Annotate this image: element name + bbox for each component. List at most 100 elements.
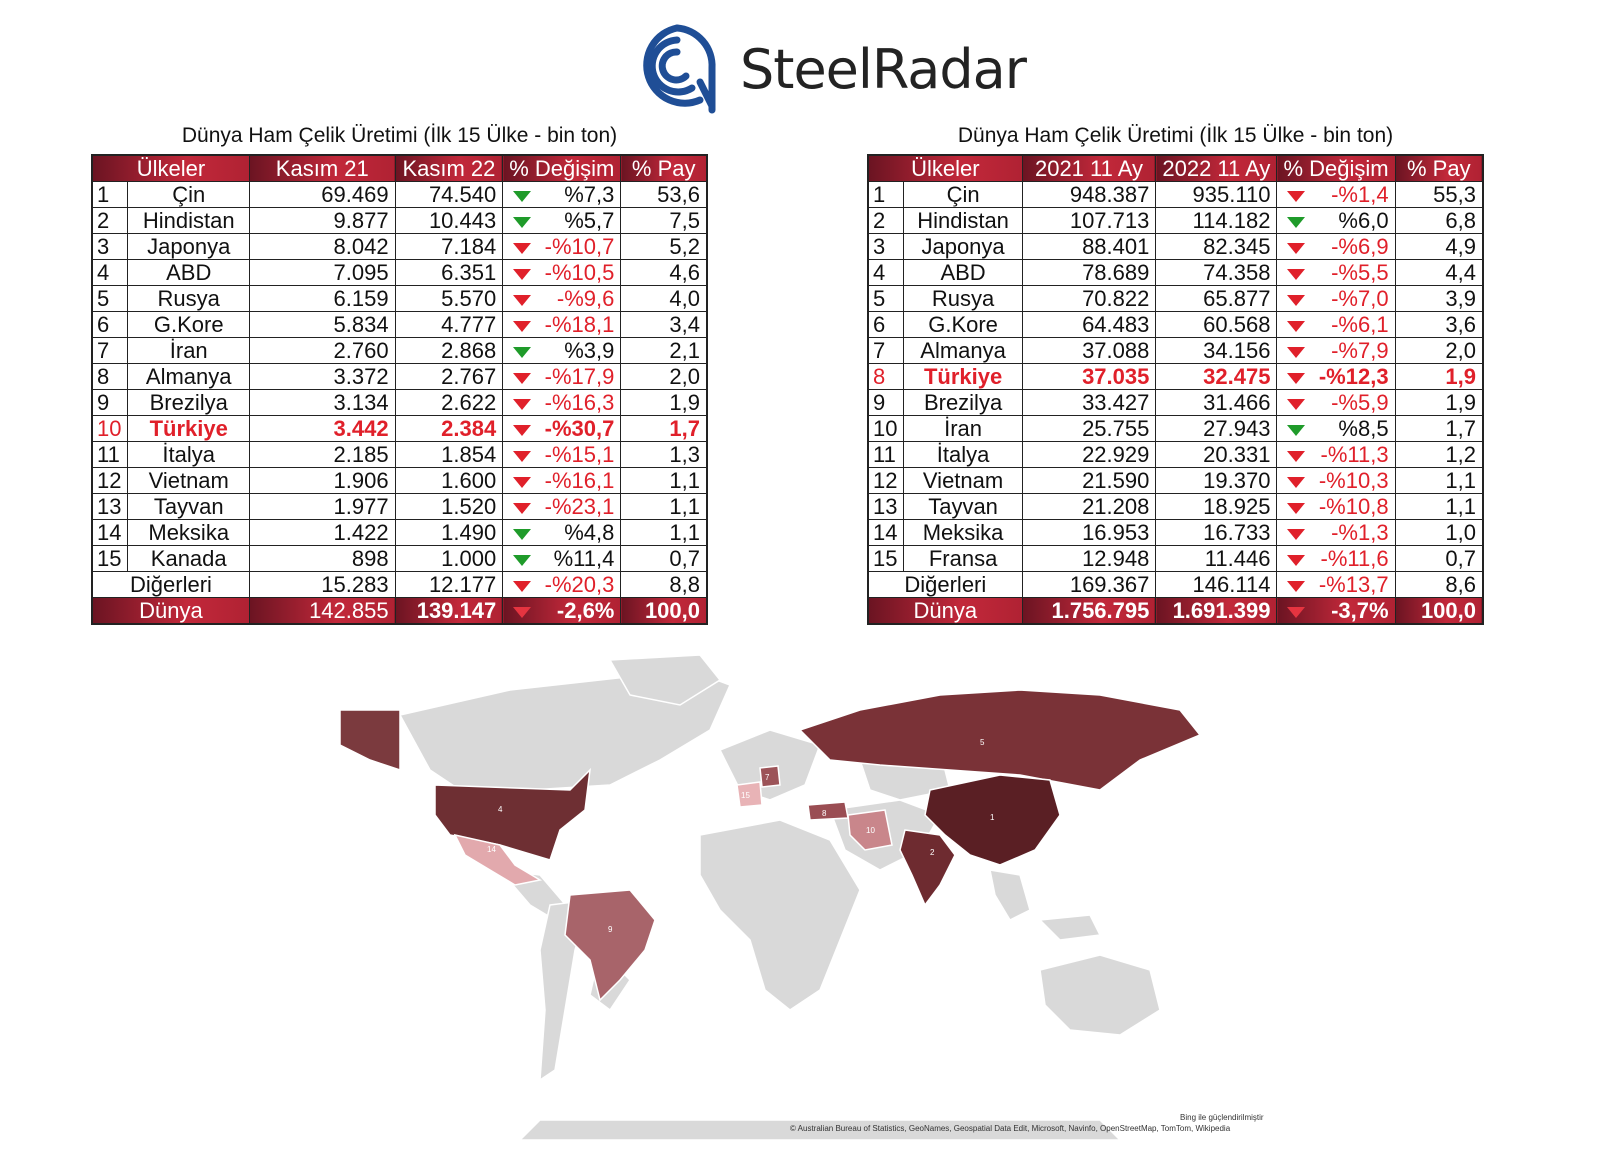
share-cell: 3,6 <box>1394 311 1484 338</box>
map-label: 7 <box>765 773 770 782</box>
map-brazil <box>564 889 656 1002</box>
change-cell: -%30,7 <box>502 415 622 442</box>
change-cell: -%9,6 <box>502 285 622 312</box>
change-value: -%1,3 <box>1331 520 1389 545</box>
others-label: Diğerleri <box>867 571 1023 598</box>
value-b-cell: 2.622 <box>394 389 504 416</box>
table-row: 4 ABD 78.689 74.358 -%5,5 4,4 <box>867 259 1484 286</box>
table-row: 15 Fransa 12.948 11.446 -%11,6 0,7 <box>867 545 1484 572</box>
table-row: 1 Çin 69.469 74.540 %7,3 53,6 <box>91 181 708 208</box>
rank-cell: 14 <box>867 519 905 546</box>
world-total-row: Dünya 1.756.795 1.691.399 -3,7% 100,0 <box>867 597 1484 625</box>
change-value: -%11,6 <box>1320 546 1389 571</box>
value-a-cell: 22.929 <box>1021 441 1157 468</box>
red-triangle-icon <box>513 607 532 618</box>
header-change: % Değişim <box>502 154 622 182</box>
country-cell: Çin <box>903 181 1023 208</box>
value-b-cell: 935.110 <box>1155 181 1278 208</box>
change-value: -%15,1 <box>544 442 615 467</box>
world-label: Dünya <box>867 597 1023 625</box>
map-france <box>736 781 763 808</box>
value-a-cell: 2.760 <box>248 337 396 364</box>
value-a-cell: 169.367 <box>1021 571 1157 598</box>
header-col-b: Kasım 22 <box>394 154 504 182</box>
value-b-cell: 2.767 <box>394 363 504 390</box>
change-value: -%6,9 <box>1331 234 1389 259</box>
table-row: 9 Brezilya 3.134 2.622 -%16,3 1,9 <box>91 389 708 416</box>
change-value: -%20,3 <box>544 572 615 597</box>
rank-cell: 9 <box>91 389 129 416</box>
change-cell: -%6,1 <box>1276 311 1396 338</box>
value-b-cell: 1.520 <box>394 493 504 520</box>
value-a-cell: 1.906 <box>248 467 396 494</box>
rank-cell: 10 <box>867 415 905 442</box>
table-row: 12 Vietnam 21.590 19.370 -%10,3 1,1 <box>867 467 1484 494</box>
red-triangle-icon <box>513 451 532 462</box>
value-a-cell: 33.427 <box>1021 389 1157 416</box>
rank-cell: 11 <box>91 441 129 468</box>
share-cell: 100,0 <box>620 597 708 625</box>
value-b-cell: 19.370 <box>1155 467 1278 494</box>
share-cell: 1,1 <box>620 493 708 520</box>
red-triangle-icon <box>513 243 532 254</box>
table-row: 2 Hindistan 9.877 10.443 %5,7 7,5 <box>91 207 708 234</box>
table-row: 7 Almanya 37.088 34.156 -%7,9 2,0 <box>867 337 1484 364</box>
value-a-cell: 25.755 <box>1021 415 1157 442</box>
rank-cell: 13 <box>91 493 129 520</box>
value-b-cell: 27.943 <box>1155 415 1278 442</box>
change-value: -%7,9 <box>1331 338 1389 363</box>
change-value: -%17,9 <box>544 364 615 389</box>
rank-cell: 8 <box>867 363 905 390</box>
rank-cell: 6 <box>867 311 905 338</box>
value-b-cell: 31.466 <box>1155 389 1278 416</box>
value-a-cell: 898 <box>248 545 396 572</box>
green-triangle-icon <box>513 555 532 566</box>
rank-cell: 5 <box>91 285 129 312</box>
share-cell: 4,0 <box>620 285 708 312</box>
country-cell: Meksika <box>903 519 1023 546</box>
share-cell: 0,7 <box>620 545 708 572</box>
red-triangle-icon <box>1287 529 1306 540</box>
change-value: -3,7% <box>1331 598 1389 623</box>
table-row: 13 Tayvan 21.208 18.925 -%10,8 1,1 <box>867 493 1484 520</box>
map-label: 14 <box>487 845 496 854</box>
red-triangle-icon <box>1287 451 1306 462</box>
share-cell: 3,4 <box>620 311 708 338</box>
value-a-cell: 1.756.795 <box>1021 597 1157 625</box>
green-triangle-icon <box>513 529 532 540</box>
change-value: -%13,7 <box>1318 572 1389 597</box>
steelradar-logo: SteelRadar <box>630 20 1027 115</box>
rank-cell: 10 <box>91 415 129 442</box>
country-cell: Brezilya <box>903 389 1023 416</box>
table-row: 14 Meksika 1.422 1.490 %4,8 1,1 <box>91 519 708 546</box>
table-row: 8 Almanya 3.372 2.767 -%17,9 2,0 <box>91 363 708 390</box>
change-cell: -%5,9 <box>1276 389 1396 416</box>
rank-cell: 1 <box>867 181 905 208</box>
value-b-cell: 65.877 <box>1155 285 1278 312</box>
change-cell: %6,0 <box>1276 207 1396 234</box>
header-col-a: 2021 11 Ay <box>1021 154 1157 182</box>
country-cell: Türkiye <box>903 363 1023 390</box>
change-value: -%10,3 <box>1318 468 1389 493</box>
change-value: %11,4 <box>553 546 615 571</box>
change-cell: -2,6% <box>502 597 622 625</box>
value-a-cell: 1.977 <box>248 493 396 520</box>
country-cell: Almanya <box>127 363 250 390</box>
share-cell: 7,5 <box>620 207 708 234</box>
share-cell: 0,7 <box>1394 545 1484 572</box>
world-label: Dünya <box>91 597 250 625</box>
table-row: 5 Rusya 6.159 5.570 -%9,6 4,0 <box>91 285 708 312</box>
change-value: %5,7 <box>564 208 615 233</box>
change-value: -%10,5 <box>544 260 615 285</box>
change-value: -%6,1 <box>1331 312 1389 337</box>
change-value: -%11,3 <box>1320 442 1389 467</box>
value-b-cell: 74.358 <box>1155 259 1278 286</box>
value-a-cell: 107.713 <box>1021 207 1157 234</box>
change-cell: -%16,3 <box>502 389 622 416</box>
table-row: 11 İtalya 2.185 1.854 -%15,1 1,3 <box>91 441 708 468</box>
value-a-cell: 64.483 <box>1021 311 1157 338</box>
rank-cell: 4 <box>867 259 905 286</box>
country-cell: Almanya <box>903 337 1023 364</box>
map-usa <box>434 767 592 861</box>
value-b-cell: 146.114 <box>1155 571 1278 598</box>
